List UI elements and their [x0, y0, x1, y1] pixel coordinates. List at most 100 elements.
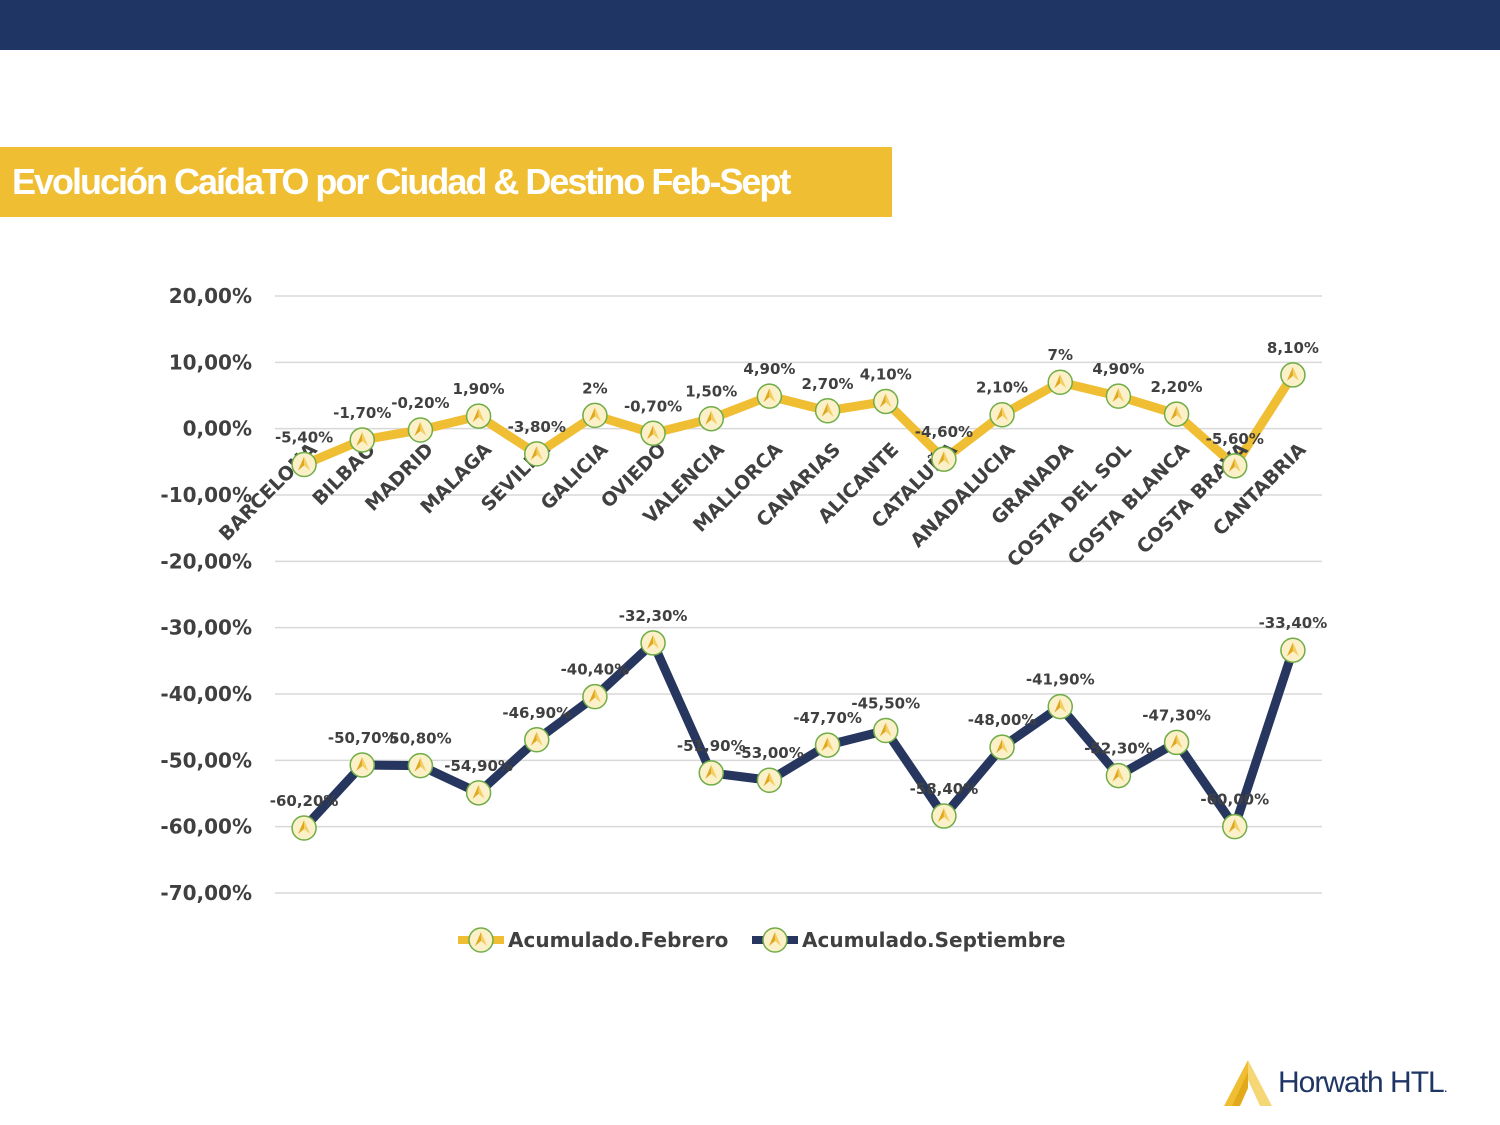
data-label: 4,90% [1092, 360, 1144, 378]
data-point-marker-glyph-left [414, 757, 421, 772]
data-point-marker-glyph-left [1170, 406, 1177, 421]
data-point-marker-glyph-right [536, 445, 543, 460]
data-point-marker-glyph-left [647, 425, 654, 440]
data-point-marker-glyph-left [821, 402, 828, 417]
data-point-marker-glyph-right [304, 819, 311, 834]
data-point-marker-glyph-right [420, 757, 427, 772]
data-point-marker-glyph-left [879, 393, 886, 408]
y-tick-label: -40,00% [160, 682, 252, 706]
data-point-marker-glyph-right [943, 808, 950, 823]
title-banner: Evolución CaídaTO por Ciudad & Destino F… [0, 147, 892, 217]
data-point-marker-glyph-right [1060, 698, 1067, 713]
data-point-marker-glyph-left [1286, 642, 1293, 657]
legend-marker-glyph-left [769, 932, 775, 946]
data-point-marker-glyph-left [1054, 698, 1061, 713]
y-tick-label: 0,00% [183, 417, 252, 441]
data-point-marker-glyph-left [1228, 818, 1235, 833]
data-point-marker-glyph-left [530, 731, 537, 746]
data-point-marker-glyph-left [1054, 374, 1061, 389]
data-point-marker-glyph-left [1228, 457, 1235, 472]
data-label: -5,60% [1206, 430, 1264, 448]
data-label: -32,30% [619, 607, 688, 625]
y-tick-label: -30,00% [160, 616, 252, 640]
data-point-marker-glyph-right [362, 756, 369, 771]
data-point-marker-glyph-right [478, 408, 485, 423]
data-label: -47,70% [793, 709, 862, 727]
data-label: -3,80% [508, 418, 566, 436]
data-point-marker-glyph-right [1176, 734, 1183, 749]
data-label: -52,30% [1084, 740, 1153, 758]
data-label: -4,60% [915, 423, 973, 441]
data-point-marker-glyph-right [594, 407, 601, 422]
data-label: 50,80% [389, 730, 451, 748]
data-label: -5,40% [275, 428, 333, 446]
y-tick-label: -20,00% [160, 549, 252, 573]
logo-text: Horwath HTL. [1278, 1066, 1448, 1099]
data-point-marker-glyph-right [769, 388, 776, 403]
horwath-logo: Horwath HTL. [1222, 1058, 1462, 1110]
data-point-marker-glyph-right [536, 731, 543, 746]
data-point-marker-glyph-left [705, 764, 712, 779]
data-label: -46,90% [502, 704, 571, 722]
data-point-marker-glyph-right [769, 772, 776, 787]
data-point-marker-glyph-right [1292, 642, 1299, 657]
data-point-marker-glyph-left [937, 451, 944, 466]
data-point-marker-glyph-right [420, 421, 427, 436]
data-point-marker-glyph-right [885, 722, 892, 737]
legend-label: Acumulado.Septiembre [802, 928, 1066, 952]
data-point-marker-glyph-right [943, 451, 950, 466]
data-label: 1,50% [685, 383, 737, 401]
legend-marker-glyph-right [775, 932, 781, 946]
data-label: -50,70% [328, 729, 397, 747]
y-tick-label: 20,00% [169, 284, 252, 308]
data-label: -60,00% [1200, 791, 1269, 809]
data-label: -53,00% [735, 744, 804, 762]
data-label: -47,30% [1142, 706, 1211, 724]
data-point-marker-glyph-left [356, 431, 363, 446]
data-point-marker-glyph-right [1118, 767, 1125, 782]
y-tick-label: -70,00% [160, 881, 252, 905]
data-label: 2,10% [976, 379, 1028, 397]
data-point-marker-glyph-left [472, 408, 479, 423]
data-label: -41,90% [1026, 671, 1095, 689]
data-point-marker-glyph-left [705, 410, 712, 425]
data-point-marker-glyph-right [1176, 406, 1183, 421]
data-point-marker-glyph-left [937, 808, 944, 823]
data-label: -1,70% [333, 404, 391, 422]
data-point-marker-glyph-left [588, 688, 595, 703]
y-tick-label: -50,00% [160, 748, 252, 772]
data-label: -54,90% [444, 757, 513, 775]
data-label: -40,40% [561, 661, 630, 679]
data-point-marker-glyph-left [647, 634, 654, 649]
data-label: 2% [582, 379, 607, 397]
page-title: Evolución CaídaTO por Ciudad & Destino F… [12, 161, 791, 202]
data-point-marker-glyph-right [1118, 388, 1125, 403]
data-point-marker-glyph-left [414, 421, 421, 436]
data-point-marker-glyph-right [885, 393, 892, 408]
data-point-marker-glyph-right [827, 737, 834, 752]
data-point-marker-glyph-left [879, 722, 886, 737]
logo-mark-icon [1224, 1060, 1272, 1106]
data-label: -48,00% [968, 711, 1037, 729]
data-point-marker-glyph-left [1112, 388, 1119, 403]
y-tick-label: 10,00% [169, 350, 252, 374]
data-point-marker-glyph-right [1234, 818, 1241, 833]
data-point-marker-glyph-right [594, 688, 601, 703]
data-point-marker-glyph-right [362, 431, 369, 446]
series-line [299, 638, 1298, 833]
data-point-marker-glyph-left [821, 737, 828, 752]
data-point-marker-glyph-left [1170, 734, 1177, 749]
data-label: -0,20% [391, 394, 449, 412]
data-label: -58,40% [910, 780, 979, 798]
data-label: 8,10% [1267, 339, 1319, 357]
data-point-marker-glyph-right [1234, 457, 1241, 472]
data-point-marker-glyph-right [711, 410, 718, 425]
data-label: 2,20% [1151, 378, 1203, 396]
legend-label: Acumulado.Febrero [508, 928, 728, 952]
data-point-marker-glyph-left [530, 445, 537, 460]
data-point-marker-glyph-right [827, 402, 834, 417]
data-point-marker-glyph-right [1292, 366, 1299, 381]
data-label: -60,20% [270, 792, 339, 810]
data-label: 2,70% [802, 375, 854, 393]
